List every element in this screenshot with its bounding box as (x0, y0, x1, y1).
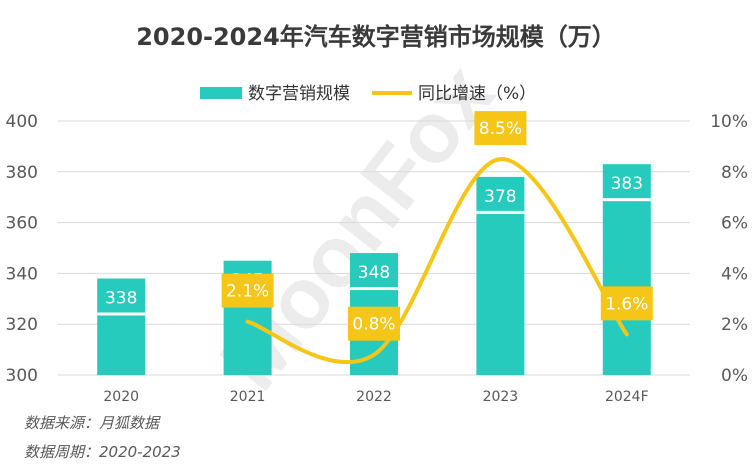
y-left-tick-label: 320 (6, 315, 38, 335)
y-left-tick-label: 380 (6, 163, 38, 183)
y-right-tick-label: 0% (721, 366, 748, 386)
bar-separator (602, 198, 651, 202)
y-axis-right: 0% 2% 4% 6% 8% 10% (710, 112, 748, 386)
growth-line (245, 157, 629, 364)
chart-title: 2020-2024年汽车数字营销市场规模（万） (136, 23, 616, 51)
growth-value-box (348, 306, 400, 341)
growth-value-label: 8.5% (479, 119, 522, 139)
bar (97, 278, 146, 375)
bar-value-label: 378 (484, 187, 516, 207)
y-left-tick-label: 340 (6, 264, 38, 284)
legend-label-bar: 数字营销规模 (248, 84, 350, 104)
bar (602, 164, 651, 375)
source-note: 数据来源：月狐数据 (24, 414, 161, 432)
x-tick-label: 2022 (356, 389, 392, 405)
y-left-tick-label: 360 (6, 214, 38, 234)
x-tick-label: 2020 (103, 389, 139, 405)
y-right-tick-label: 8% (721, 163, 748, 183)
growth-value-box (600, 286, 653, 321)
bar (476, 176, 525, 375)
growth-value-label: 1.6% (605, 294, 648, 314)
y-right-tick-label: 2% (721, 315, 748, 335)
y-left-tick-label: 300 (6, 366, 38, 386)
y-left-tick-label: 400 (6, 112, 38, 132)
bar-value-label: 338 (105, 288, 137, 308)
y-right-tick-label: 4% (721, 264, 748, 284)
line-series: 2.1% 0.8% 8.5% 1.6% (221, 111, 653, 364)
y-axis-left: 300 320 340 360 380 400 (6, 112, 38, 386)
y-right-tick-label: 10% (710, 112, 748, 132)
bar-separator (97, 312, 146, 316)
bar-separator (476, 210, 525, 214)
bar-value-label: 383 (611, 174, 643, 194)
growth-value-label: 2.1% (226, 282, 269, 302)
bar-separator (350, 287, 398, 291)
legend-label-line: 同比增速（%） (418, 84, 536, 104)
x-tick-label: 2023 (483, 389, 519, 405)
x-tick-label: 2021 (230, 389, 266, 405)
legend-swatch-bar (200, 87, 242, 99)
period-note: 数据周期：2020-2023 (24, 443, 181, 461)
bar-value-label: 348 (358, 263, 390, 283)
x-tick-label: 2024F (605, 389, 649, 405)
growth-value-label: 0.8% (352, 315, 395, 335)
x-axis: 2020 2021 2022 2023 2024F (103, 389, 648, 405)
legend: 数字营销规模 同比增速（%） (200, 84, 536, 104)
growth-value-box (474, 111, 527, 146)
growth-value-box (221, 273, 274, 308)
y-right-tick-label: 6% (721, 214, 748, 234)
